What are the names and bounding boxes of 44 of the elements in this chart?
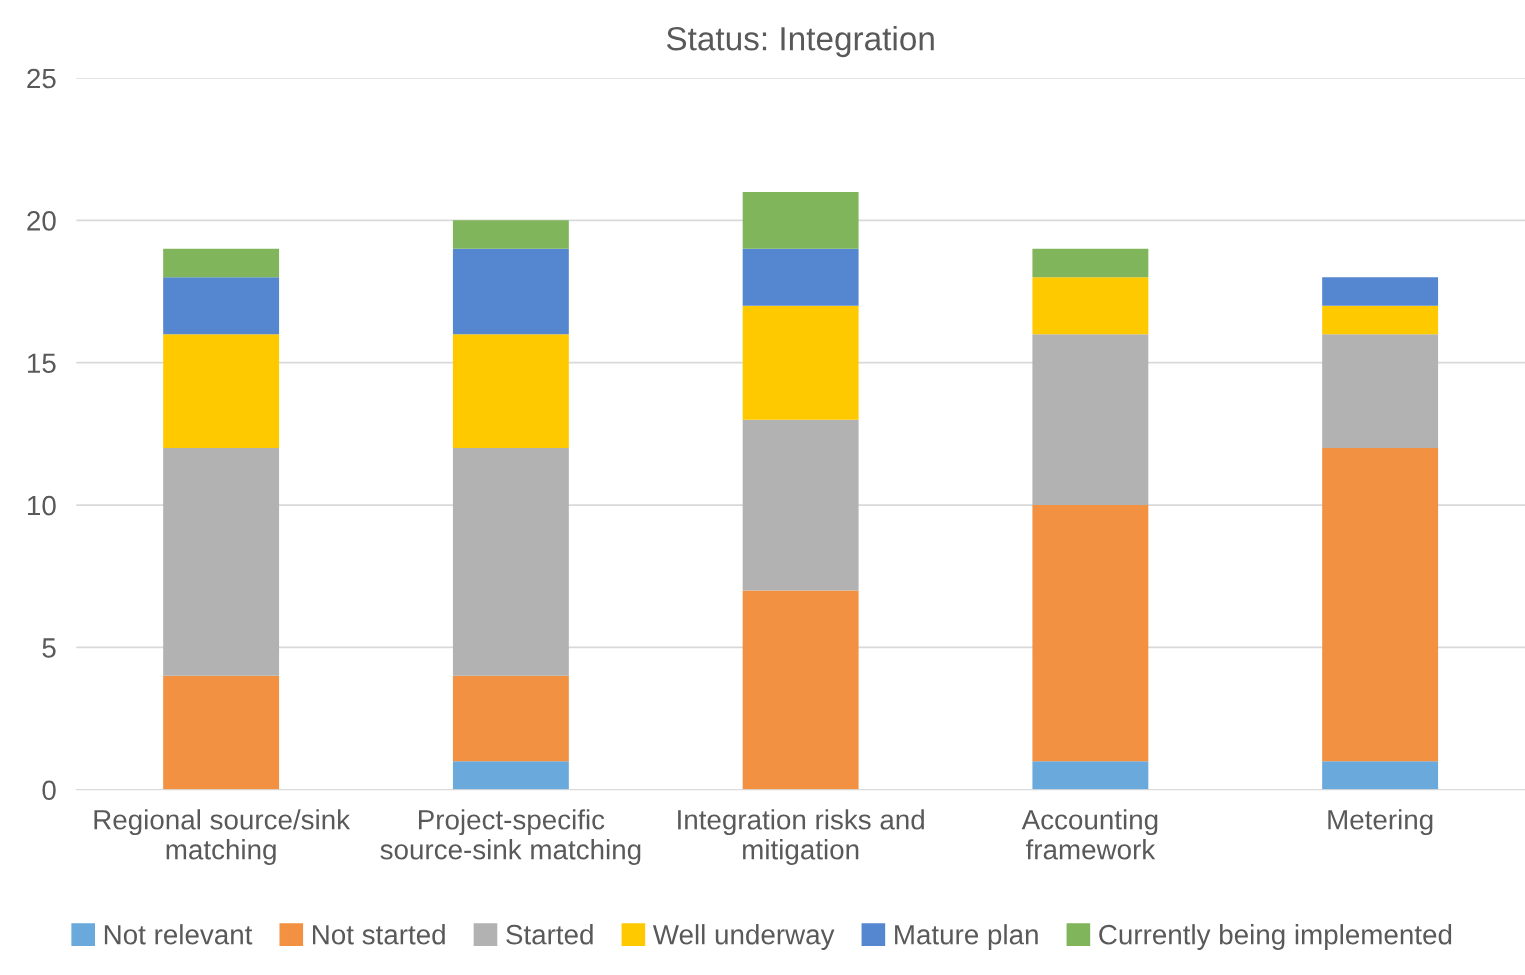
x-tick-label: Accounting framework	[1021, 809, 1158, 860]
legend-label: Well underway	[652, 924, 835, 950]
x-tick-label: Metering	[1328, 809, 1433, 836]
x-tick-label: Regional source/sink matching	[94, 809, 351, 866]
y-tick-label: 20	[27, 211, 56, 231]
bar	[1032, 505, 1149, 762]
bar	[452, 334, 569, 449]
bar	[163, 248, 280, 278]
bar	[742, 248, 859, 306]
bar	[1032, 334, 1149, 506]
bar	[452, 220, 569, 249]
bar	[742, 419, 859, 591]
bar	[1322, 277, 1439, 306]
bar	[1322, 334, 1439, 449]
x-tick-label: Integration risks and mitigation	[678, 809, 924, 866]
bar	[452, 448, 569, 676]
y-tick-label: 0	[42, 780, 56, 801]
bar	[1322, 448, 1439, 762]
bar	[163, 675, 280, 790]
bar	[452, 675, 569, 762]
legend-label: Mature plan	[895, 924, 1038, 950]
bar	[742, 191, 859, 249]
y-tick-label: 15	[28, 353, 56, 374]
bar	[452, 761, 569, 790]
bar	[1322, 761, 1439, 790]
bar	[163, 277, 280, 335]
legend-label: Not started	[313, 924, 445, 945]
bar	[742, 590, 859, 790]
y-tick-label: 25	[27, 68, 56, 89]
bar	[163, 448, 280, 676]
bar	[1032, 277, 1149, 335]
bar	[742, 305, 859, 420]
y-tick-label: 10	[28, 495, 56, 516]
legend-label: Started	[506, 924, 593, 945]
bar	[1032, 248, 1149, 278]
legend-label: Currently being implemented	[1099, 924, 1452, 950]
chart-title: Status: Integration	[666, 26, 934, 58]
bar	[1322, 305, 1439, 335]
legend-label: Not relevant	[104, 924, 253, 945]
bar	[452, 248, 569, 335]
y-tick-label: 5	[42, 638, 56, 658]
bar	[1032, 761, 1149, 790]
x-tick-label: Project-specific source-sink matching	[380, 809, 641, 866]
bar	[163, 334, 280, 449]
